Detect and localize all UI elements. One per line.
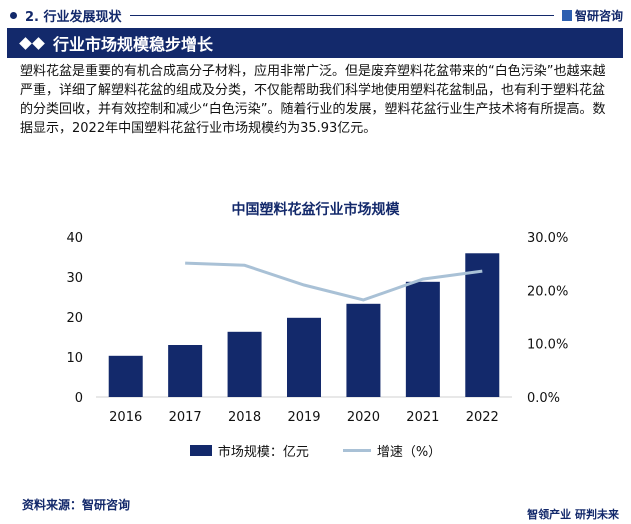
- bar: [346, 303, 381, 397]
- bar: [108, 355, 143, 397]
- y2-tick-label: 30.0%: [527, 231, 568, 246]
- x-tick-label: 2022: [466, 410, 499, 425]
- section-header: 2. 行业发展现状 智研咨询: [8, 6, 623, 25]
- divider: [129, 14, 554, 16]
- legend-bar-label: 市场规模：亿元: [217, 445, 309, 460]
- tagline: 智领产业 研判未来: [527, 508, 619, 521]
- y2-tick-label: 0.0%: [527, 391, 560, 406]
- legend-line-swatch: [342, 449, 371, 452]
- x-tick-label: 2018: [228, 410, 261, 425]
- body-text: 塑料花盆是重要的有机合成高分子材料，应用非常广泛。但是废弃塑料花盆带来的“白色污…: [20, 64, 606, 136]
- section-title: 2. 行业发展现状: [25, 9, 122, 25]
- brand-name: 智研咨询: [574, 8, 623, 23]
- legend-line-label: 增速（%）: [376, 445, 442, 460]
- bar: [168, 345, 203, 397]
- y2-tick-label: 20.0%: [527, 284, 568, 299]
- bar: [465, 253, 500, 397]
- banner-title: 行业市场规模稳步增长: [53, 35, 214, 54]
- bar: [405, 281, 440, 397]
- x-tick-label: 2021: [406, 410, 439, 425]
- source: 资料来源：智研咨询: [22, 498, 131, 512]
- growth-line: [185, 261, 483, 302]
- chart-title: 中国塑料花盆行业市场规模: [231, 202, 400, 218]
- bullet-icon: [10, 11, 17, 19]
- legend: 市场规模：亿元 增速（%）: [0, 441, 631, 460]
- bar: [287, 317, 321, 397]
- chart: 0 10 20 30 40 0.0% 10.0% 20.0% 30.0% 2016 2017 2018…: [66, 231, 568, 425]
- legend-bar-swatch: [189, 445, 212, 456]
- logo-icon: [561, 9, 572, 21]
- x-tick-label: 2019: [287, 410, 320, 425]
- x-tick-label: 2020: [347, 410, 380, 425]
- legend-bar: 市场规模：亿元: [189, 441, 309, 460]
- y-tick-label: 40: [66, 231, 83, 246]
- legend-line: 增速（%）: [342, 441, 442, 460]
- bar: [227, 331, 262, 397]
- brand: 智研咨询: [561, 7, 623, 24]
- y-tick-label: 20: [66, 311, 83, 326]
- x-tick-label: 2016: [109, 410, 142, 425]
- y-tick-label: 30: [66, 271, 83, 286]
- y-tick-label: 0: [75, 391, 83, 406]
- x-tick-label: 2017: [169, 410, 202, 425]
- y-tick-label: 10: [66, 351, 83, 366]
- banner: 行业市场规模稳步增长: [7, 28, 623, 58]
- y2-tick-label: 10.0%: [527, 338, 568, 353]
